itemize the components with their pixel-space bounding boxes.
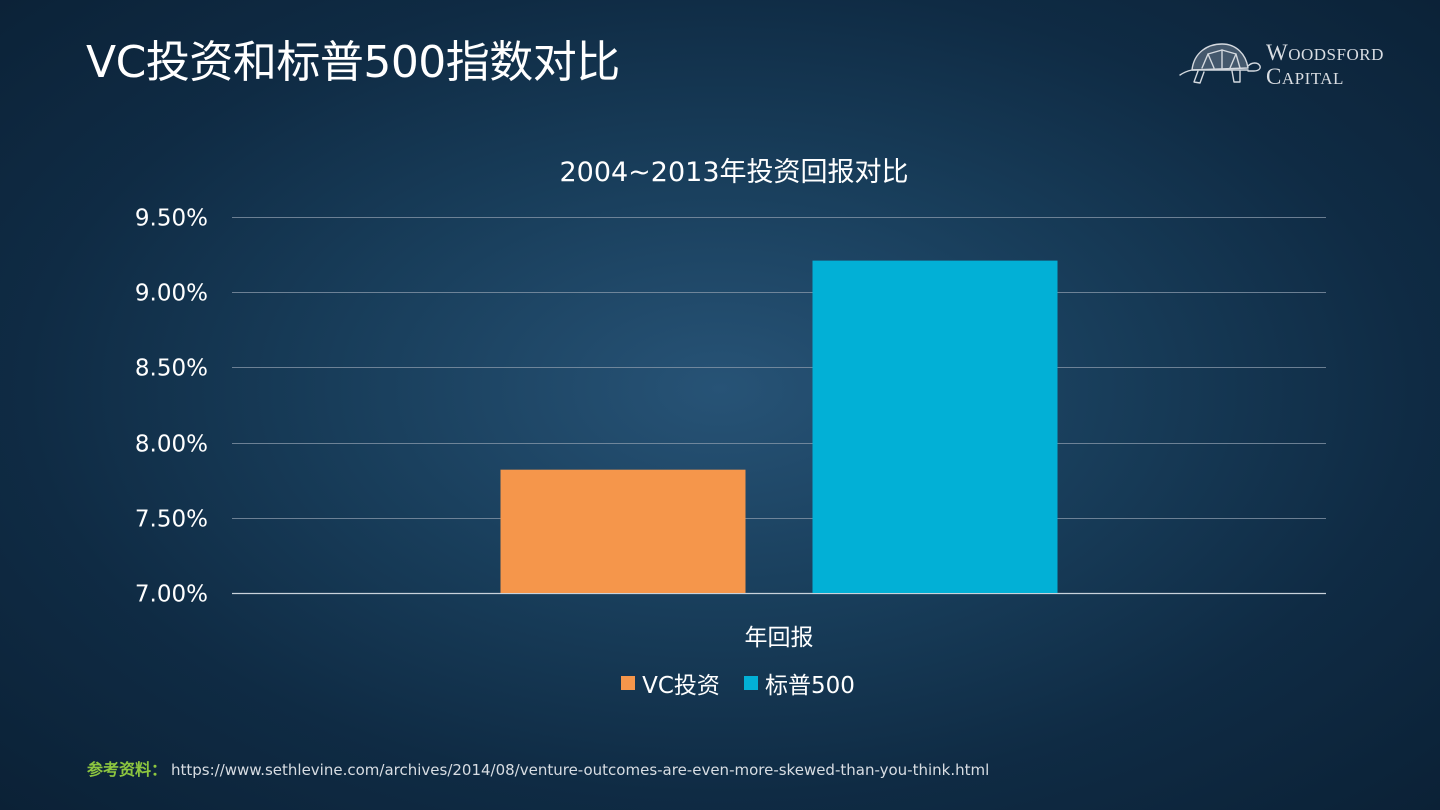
legend-item-sp500: 标普500: [743, 666, 855, 700]
bar-vc: [500, 469, 746, 593]
logo-wordmark-line1: WOODSFORD: [1266, 40, 1384, 65]
company-logo: WOODSFORD CAPITAL: [1178, 38, 1410, 94]
y-tick-label: 9.50%: [135, 206, 208, 232]
legend-swatch-sp500: [743, 676, 758, 690]
reference-note: 参考资料： https://www.sethlevine.com/archives…: [87, 756, 989, 780]
tortoise-icon: [1179, 43, 1261, 84]
reference-link[interactable]: https://www.sethlevine.com/archives/2014…: [171, 761, 990, 779]
legend-item-vc: VC投资: [621, 666, 720, 700]
legend-label-sp500: 标普500: [764, 673, 855, 699]
y-tick-label: 7.50%: [135, 507, 208, 533]
y-tick-label: 8.50%: [135, 356, 208, 382]
chart-title: 2004~2013年投资回报对比: [559, 157, 909, 188]
legend-swatch-vc: [621, 676, 636, 690]
y-tick-label: 9.00%: [135, 281, 208, 307]
logo-wordmark-line2: CAPITAL: [1266, 64, 1344, 89]
x-axis-label: 年回报: [744, 625, 814, 651]
y-tick-label: 8.00%: [135, 432, 208, 458]
chart-legend: VC投资 标普500: [0, 666, 1440, 700]
slide-title: VC投资和标普500指数对比: [86, 37, 620, 88]
reference-label: 参考资料：: [87, 760, 168, 779]
bar-sp500: [812, 260, 1058, 593]
y-tick-label: 7.00%: [135, 582, 208, 608]
legend-label-vc: VC投资: [642, 673, 720, 699]
